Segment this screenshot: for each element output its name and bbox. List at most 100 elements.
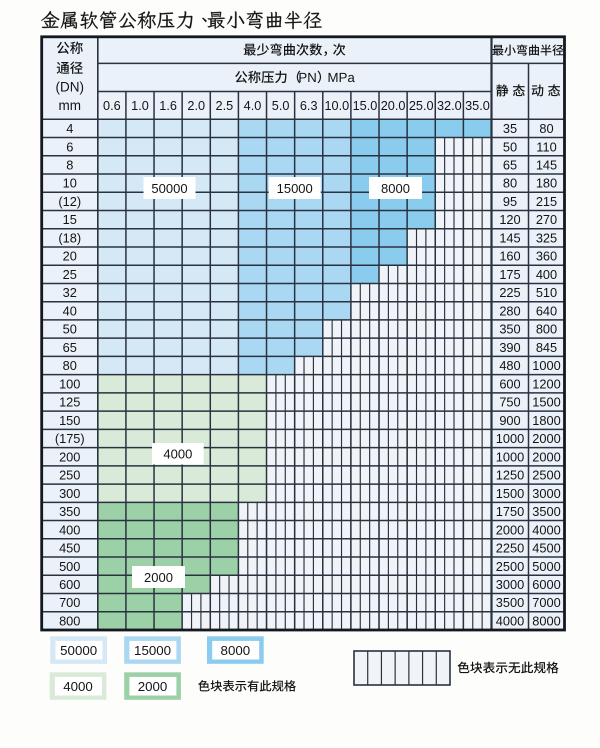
svg-text:1800: 1800 <box>532 413 560 428</box>
svg-text:250: 250 <box>59 468 80 483</box>
svg-text:4000: 4000 <box>163 447 192 462</box>
svg-text:4000: 4000 <box>532 522 560 537</box>
svg-text:50000: 50000 <box>151 181 187 196</box>
svg-text:145: 145 <box>536 158 557 173</box>
svg-text:2000: 2000 <box>532 449 560 464</box>
svg-text:80: 80 <box>503 176 517 191</box>
svg-text:6.3: 6.3 <box>300 99 318 113</box>
svg-text:3500: 3500 <box>532 504 560 519</box>
svg-text:15.0: 15.0 <box>353 99 378 113</box>
svg-text:450: 450 <box>59 541 80 556</box>
svg-text:2000: 2000 <box>496 522 524 537</box>
svg-text:15: 15 <box>63 212 77 227</box>
svg-text:125: 125 <box>59 395 80 410</box>
svg-text:35.0: 35.0 <box>465 99 490 113</box>
svg-text:4: 4 <box>66 121 73 136</box>
svg-text:600: 600 <box>59 577 80 592</box>
svg-text:(DN): (DN) <box>56 80 85 95</box>
svg-text:1750: 1750 <box>496 504 524 519</box>
svg-text:(12): (12) <box>58 194 81 209</box>
svg-text:50000: 50000 <box>60 643 97 658</box>
svg-text:5.0: 5.0 <box>272 99 290 113</box>
svg-text:400: 400 <box>536 267 557 282</box>
svg-text:900: 900 <box>499 413 520 428</box>
svg-text:3000: 3000 <box>532 486 560 501</box>
svg-text:2000: 2000 <box>532 431 560 446</box>
svg-text:(18): (18) <box>58 230 81 245</box>
svg-text:800: 800 <box>59 613 80 628</box>
svg-text:10: 10 <box>63 176 77 191</box>
svg-text:65: 65 <box>503 158 517 173</box>
svg-text:200: 200 <box>59 449 80 464</box>
svg-text:100: 100 <box>59 376 80 391</box>
svg-text:480: 480 <box>499 358 520 373</box>
svg-text:390: 390 <box>499 340 520 355</box>
svg-text:510: 510 <box>536 285 557 300</box>
svg-text:40: 40 <box>63 303 77 318</box>
svg-text:1500: 1500 <box>496 486 524 501</box>
svg-text:160: 160 <box>499 249 520 264</box>
svg-text:50: 50 <box>63 322 77 337</box>
svg-text:1000: 1000 <box>532 358 560 373</box>
svg-text:1200: 1200 <box>532 376 560 391</box>
svg-text:32: 32 <box>63 285 77 300</box>
svg-text:150: 150 <box>59 413 80 428</box>
svg-text:225: 225 <box>499 285 520 300</box>
svg-text:10.0: 10.0 <box>324 99 349 113</box>
svg-text:4000: 4000 <box>496 613 524 628</box>
svg-text:500: 500 <box>59 559 80 574</box>
svg-text:1.0: 1.0 <box>131 99 149 113</box>
svg-text:35: 35 <box>503 121 517 136</box>
svg-text:0.6: 0.6 <box>103 99 121 113</box>
svg-text:2.0: 2.0 <box>187 99 205 113</box>
svg-text:360: 360 <box>536 249 557 264</box>
svg-text:600: 600 <box>499 376 520 391</box>
svg-text:1000: 1000 <box>496 431 524 446</box>
svg-text:175: 175 <box>499 267 520 282</box>
svg-text:845: 845 <box>536 340 557 355</box>
svg-text:4.0: 4.0 <box>244 99 262 113</box>
svg-text:15000: 15000 <box>134 643 171 658</box>
svg-text:20: 20 <box>63 249 77 264</box>
svg-text:8000: 8000 <box>532 613 560 628</box>
svg-text:95: 95 <box>503 194 517 209</box>
svg-text:270: 270 <box>536 212 557 227</box>
svg-text:20.0: 20.0 <box>381 99 406 113</box>
svg-text:1250: 1250 <box>496 468 524 483</box>
svg-text:2000: 2000 <box>144 570 173 585</box>
svg-text:2500: 2500 <box>532 468 560 483</box>
svg-text:mm: mm <box>59 98 82 113</box>
svg-text:2000: 2000 <box>138 679 168 694</box>
svg-text:2500: 2500 <box>496 559 524 574</box>
svg-text:80: 80 <box>539 121 553 136</box>
svg-text:6000: 6000 <box>532 577 560 592</box>
svg-text:300: 300 <box>59 486 80 501</box>
svg-text:215: 215 <box>536 194 557 209</box>
svg-text:25: 25 <box>63 267 77 282</box>
svg-text:8000: 8000 <box>381 181 410 196</box>
svg-text:8: 8 <box>66 158 73 173</box>
svg-text:120: 120 <box>499 212 520 227</box>
svg-text:110: 110 <box>536 139 556 154</box>
svg-text:700: 700 <box>59 595 80 610</box>
svg-text:6: 6 <box>66 139 73 154</box>
svg-text:3000: 3000 <box>496 577 524 592</box>
svg-text:8000: 8000 <box>221 643 251 658</box>
svg-text:(175): (175) <box>55 431 85 446</box>
svg-text:7000: 7000 <box>532 595 560 610</box>
svg-text:32.0: 32.0 <box>437 99 462 113</box>
svg-text:15000: 15000 <box>277 181 313 196</box>
svg-text:50: 50 <box>503 139 517 154</box>
svg-text:4000: 4000 <box>63 679 93 694</box>
svg-text:180: 180 <box>536 176 557 191</box>
svg-text:280: 280 <box>499 303 520 318</box>
svg-text:80: 80 <box>63 358 77 373</box>
svg-text:800: 800 <box>536 322 557 337</box>
svg-text:1000: 1000 <box>496 449 524 464</box>
svg-text:4500: 4500 <box>532 541 560 556</box>
svg-text:3500: 3500 <box>496 595 524 610</box>
svg-text:325: 325 <box>536 230 557 245</box>
svg-text:1500: 1500 <box>532 395 560 410</box>
svg-text:5000: 5000 <box>532 559 560 574</box>
svg-text:2.5: 2.5 <box>216 99 234 113</box>
